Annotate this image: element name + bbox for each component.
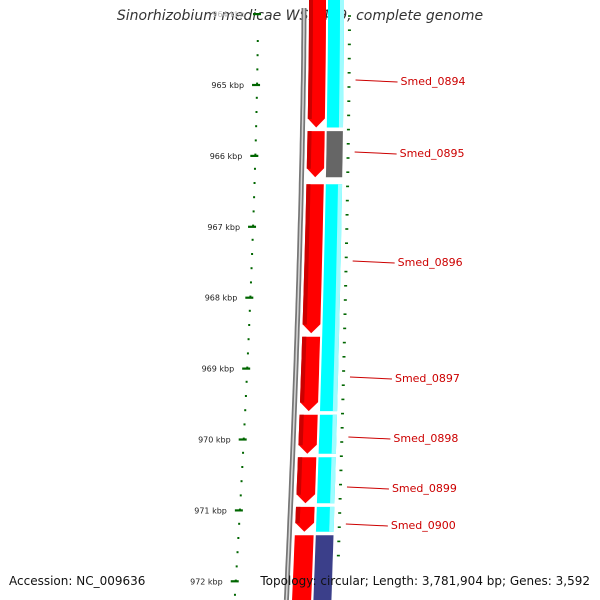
tick-label: 970 kbp (198, 436, 231, 445)
backbone-highlight (285, 8, 305, 600)
label-leader (345, 523, 388, 527)
gene-shade (307, 0, 313, 119)
gene-label: Smed_0898 (393, 432, 458, 445)
label-leader (354, 151, 397, 155)
gene-label: Smed_0900 (391, 519, 456, 532)
topology-summary: Topology: circular; Length: 3,781,904 bp… (260, 574, 590, 588)
gene-shade (302, 184, 311, 325)
gene-label: Smed_0899 (392, 482, 457, 495)
tick-label: 968 kbp (205, 294, 238, 303)
gene-shade (300, 336, 307, 403)
accession-label: Accession: NC_009636 (9, 574, 146, 588)
label-leader (349, 376, 392, 380)
gene-shade (295, 506, 301, 524)
reverse-highlight (331, 414, 337, 454)
label-leader (352, 260, 395, 264)
gene-shade (298, 414, 304, 446)
tick-label: 971 kbp (194, 506, 227, 515)
tick-label: 965 kbp (211, 81, 244, 90)
gene-shade (306, 131, 312, 169)
reverse-highlight (332, 184, 343, 412)
reverse-feature (325, 131, 343, 178)
tick-label: 969 kbp (202, 365, 235, 374)
gene-shade (296, 457, 303, 495)
label-leader (348, 436, 391, 440)
label-leader (355, 79, 398, 83)
reverse-highlight (330, 457, 336, 504)
tick-label: 964 kbp (212, 10, 245, 19)
map-title: Sinorhizobium medicae WSM419, complete g… (116, 8, 484, 24)
tick-label: 972 kbp (190, 577, 223, 586)
gene-label: Smed_0897 (395, 372, 460, 385)
gene-label: Smed_0895 (400, 147, 465, 160)
label-leader (346, 486, 389, 490)
reverse-feature (313, 535, 334, 600)
gene-label: Smed_0896 (398, 256, 463, 269)
tick-label: 966 kbp (210, 152, 243, 161)
reverse-highlight (338, 0, 344, 128)
gene-label: Smed_0894 (401, 75, 466, 88)
tick-label: 967 kbp (207, 223, 240, 232)
reverse-highlight (329, 506, 335, 532)
gene-arrow (292, 535, 314, 600)
